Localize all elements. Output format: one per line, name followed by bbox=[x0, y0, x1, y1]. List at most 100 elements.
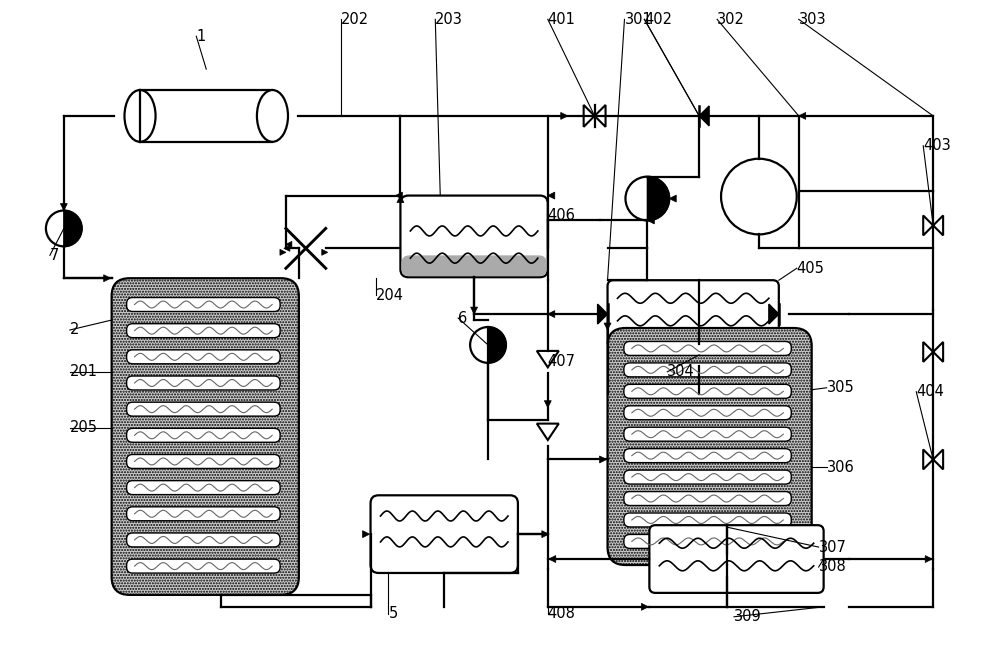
Text: 304: 304 bbox=[667, 364, 695, 380]
FancyBboxPatch shape bbox=[624, 384, 791, 398]
Polygon shape bbox=[769, 304, 779, 324]
FancyBboxPatch shape bbox=[127, 298, 280, 312]
Polygon shape bbox=[600, 456, 607, 463]
Polygon shape bbox=[488, 327, 506, 363]
Polygon shape bbox=[395, 192, 402, 199]
Polygon shape bbox=[322, 249, 328, 255]
Polygon shape bbox=[60, 203, 67, 211]
FancyBboxPatch shape bbox=[127, 376, 280, 390]
Polygon shape bbox=[647, 177, 669, 220]
Polygon shape bbox=[548, 311, 555, 317]
Text: 402: 402 bbox=[644, 12, 672, 27]
Ellipse shape bbox=[124, 90, 156, 142]
Polygon shape bbox=[716, 554, 738, 570]
Polygon shape bbox=[549, 556, 556, 562]
FancyBboxPatch shape bbox=[127, 533, 280, 547]
Text: 201: 201 bbox=[70, 364, 98, 380]
Text: 407: 407 bbox=[548, 354, 576, 370]
Polygon shape bbox=[286, 242, 292, 248]
Text: 203: 203 bbox=[435, 12, 463, 27]
Circle shape bbox=[46, 211, 82, 246]
Text: 303: 303 bbox=[799, 12, 826, 27]
FancyBboxPatch shape bbox=[608, 280, 779, 348]
Polygon shape bbox=[647, 217, 654, 224]
Circle shape bbox=[625, 177, 669, 220]
Polygon shape bbox=[537, 424, 559, 440]
Polygon shape bbox=[598, 304, 608, 324]
FancyBboxPatch shape bbox=[608, 328, 812, 565]
Text: 305: 305 bbox=[827, 380, 854, 395]
Polygon shape bbox=[471, 307, 478, 314]
Polygon shape bbox=[363, 531, 370, 538]
Text: 309: 309 bbox=[734, 609, 762, 624]
FancyBboxPatch shape bbox=[400, 195, 548, 277]
FancyBboxPatch shape bbox=[127, 323, 280, 338]
FancyBboxPatch shape bbox=[127, 455, 280, 469]
Circle shape bbox=[721, 158, 797, 234]
Text: 306: 306 bbox=[827, 460, 854, 475]
Text: 7: 7 bbox=[50, 248, 59, 263]
Polygon shape bbox=[284, 246, 290, 251]
Polygon shape bbox=[641, 603, 648, 610]
Polygon shape bbox=[699, 106, 709, 126]
Polygon shape bbox=[64, 211, 82, 246]
Polygon shape bbox=[923, 215, 943, 236]
Polygon shape bbox=[925, 556, 932, 562]
FancyBboxPatch shape bbox=[624, 363, 791, 377]
Polygon shape bbox=[923, 449, 943, 469]
Text: 202: 202 bbox=[341, 12, 369, 27]
Polygon shape bbox=[604, 323, 611, 330]
Text: 405: 405 bbox=[797, 261, 825, 276]
Text: 1: 1 bbox=[196, 29, 206, 44]
Bar bbox=[140, 90, 272, 142]
Polygon shape bbox=[537, 351, 559, 368]
Text: 204: 204 bbox=[376, 288, 404, 303]
FancyBboxPatch shape bbox=[371, 495, 518, 573]
Text: 308: 308 bbox=[819, 560, 846, 574]
Polygon shape bbox=[544, 401, 551, 408]
FancyBboxPatch shape bbox=[127, 559, 280, 573]
FancyBboxPatch shape bbox=[401, 255, 547, 277]
Polygon shape bbox=[561, 112, 568, 119]
FancyBboxPatch shape bbox=[127, 428, 280, 442]
Text: 2: 2 bbox=[70, 323, 79, 337]
FancyBboxPatch shape bbox=[624, 535, 791, 548]
Text: 401: 401 bbox=[548, 12, 576, 27]
Polygon shape bbox=[280, 249, 286, 255]
Polygon shape bbox=[548, 192, 555, 199]
FancyBboxPatch shape bbox=[624, 492, 791, 506]
Polygon shape bbox=[104, 275, 111, 282]
Circle shape bbox=[470, 327, 506, 363]
FancyBboxPatch shape bbox=[624, 470, 791, 484]
FancyBboxPatch shape bbox=[624, 449, 791, 463]
FancyBboxPatch shape bbox=[112, 279, 299, 595]
Text: 406: 406 bbox=[548, 208, 576, 223]
Polygon shape bbox=[923, 342, 943, 362]
Text: 301: 301 bbox=[624, 12, 652, 27]
Text: 408: 408 bbox=[548, 607, 576, 621]
Polygon shape bbox=[669, 195, 676, 202]
Text: 302: 302 bbox=[717, 12, 745, 27]
Text: 403: 403 bbox=[923, 139, 951, 153]
Text: 307: 307 bbox=[819, 540, 847, 554]
Polygon shape bbox=[542, 531, 549, 538]
Polygon shape bbox=[696, 387, 703, 394]
FancyBboxPatch shape bbox=[624, 341, 791, 355]
FancyBboxPatch shape bbox=[127, 507, 280, 521]
Polygon shape bbox=[688, 344, 710, 360]
FancyBboxPatch shape bbox=[624, 427, 791, 441]
Text: 205: 205 bbox=[70, 420, 98, 435]
Polygon shape bbox=[397, 195, 404, 203]
Ellipse shape bbox=[257, 90, 288, 142]
FancyBboxPatch shape bbox=[127, 350, 280, 364]
FancyBboxPatch shape bbox=[624, 513, 791, 527]
Polygon shape bbox=[799, 112, 806, 119]
FancyBboxPatch shape bbox=[127, 480, 280, 494]
Text: 404: 404 bbox=[916, 384, 944, 399]
Text: 6: 6 bbox=[458, 311, 467, 325]
FancyBboxPatch shape bbox=[624, 406, 791, 420]
FancyBboxPatch shape bbox=[649, 525, 824, 593]
Polygon shape bbox=[584, 105, 606, 127]
FancyBboxPatch shape bbox=[127, 402, 280, 416]
Text: 5: 5 bbox=[388, 607, 398, 621]
